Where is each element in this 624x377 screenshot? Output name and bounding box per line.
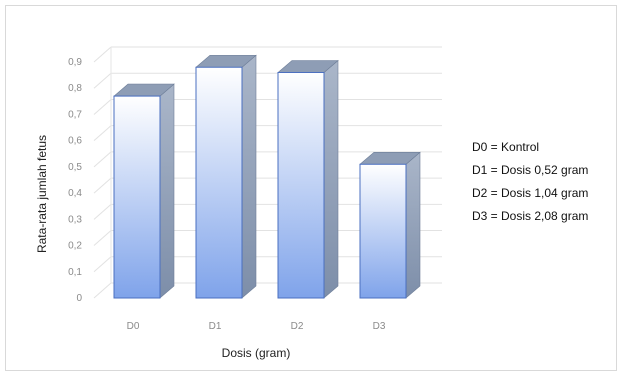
y-tick-labels: 0 0,1 0,2 0,3 0,4 0,5 0,6 0,7 0,8 0,9	[68, 57, 82, 304]
legend-item-d0: D0 = Kontrol	[472, 140, 539, 154]
gridline-depth	[93, 230, 112, 246]
bars	[113, 54, 421, 299]
y-tick-label: 0,9	[68, 57, 82, 68]
x-tick-label: D0	[127, 321, 140, 332]
bar-d1	[195, 54, 257, 299]
x-tick-label: D3	[373, 321, 386, 332]
legend-item-d2: D2 = Dosis 1,04 gram	[472, 186, 588, 200]
legend: D0 = Kontrol D1 = Dosis 0,52 gram D2 = D…	[472, 140, 588, 223]
bar-side	[405, 151, 421, 299]
y-tick-label: 0,3	[68, 214, 82, 225]
y-tick-label: 0,5	[68, 162, 82, 173]
bar-front	[113, 95, 161, 299]
y-tick-label: 0,4	[68, 188, 82, 199]
bar-d0	[113, 83, 175, 299]
gridline-depth	[93, 46, 112, 63]
bar-front	[195, 66, 243, 299]
x-tick-label: D2	[291, 321, 304, 332]
gridline-depth	[93, 282, 112, 299]
bar-d3	[359, 151, 421, 299]
legend-item-d3: D3 = Dosis 2,08 gram	[472, 209, 588, 223]
gridline-depth	[93, 125, 112, 142]
gridline-depth	[93, 99, 112, 115]
bar-chart: 0 0,1 0,2 0,3 0,4 0,5 0,6 0,7 0,8 0,9 D0 D1 D2 D3 Ra…	[35, 46, 588, 360]
gridline-depth	[93, 177, 112, 194]
x-axis-title: Dosis (gram)	[222, 346, 291, 360]
gridline-depth	[93, 151, 112, 168]
legend-item-d1: D1 = Dosis 0,52 gram	[472, 163, 588, 177]
y-tick-label: 0,8	[68, 83, 82, 94]
bar-side	[323, 59, 339, 299]
bar-side	[159, 83, 175, 299]
bar-front	[359, 163, 407, 299]
y-tick-label: 0,6	[68, 136, 82, 147]
chart-frame: 0 0,1 0,2 0,3 0,4 0,5 0,6 0,7 0,8 0,9 D0 D1 D2 D3 Ra…	[5, 5, 617, 371]
y-axis-title: Rata-rata jumlah fetus	[35, 135, 49, 253]
x-tick-labels: D0 D1 D2 D3	[127, 321, 386, 332]
x-tick-label: D1	[209, 321, 222, 332]
y-tick-label: 0,7	[68, 109, 82, 120]
gridline-depth	[93, 72, 112, 89]
y-tick-label: 0,2	[68, 241, 82, 252]
bar-d2	[277, 59, 339, 299]
y-tick-label: 0	[76, 293, 82, 304]
gridline-depth	[93, 203, 112, 220]
bar-side	[241, 54, 257, 299]
bar-front	[277, 71, 325, 299]
y-tick-label: 0,1	[68, 267, 82, 278]
gridline-depth	[93, 256, 112, 273]
